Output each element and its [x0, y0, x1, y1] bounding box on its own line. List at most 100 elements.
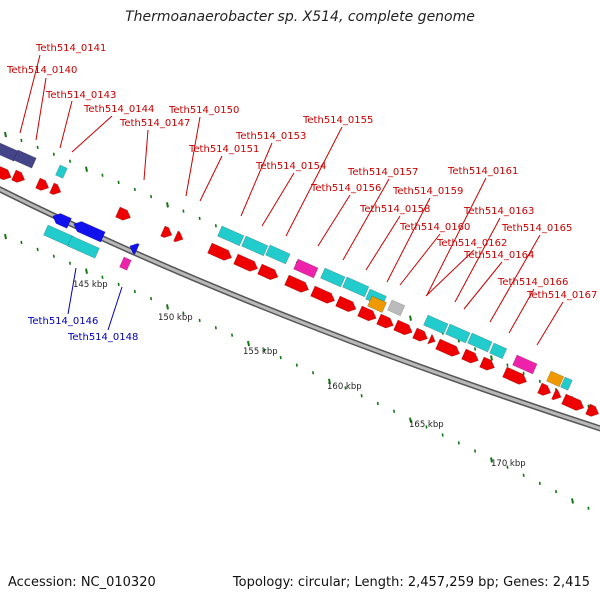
gene-block	[293, 258, 319, 279]
ruler-tick	[150, 297, 153, 301]
ruler-tick	[457, 441, 460, 445]
ruler-label-145: 145 kbp	[73, 280, 108, 290]
ruler-tick	[69, 159, 72, 163]
ruler-label-155: 155 kbp	[243, 347, 278, 357]
ruler-tick	[231, 333, 234, 337]
gene-arrow-plus	[233, 253, 259, 272]
gene-block	[320, 267, 346, 288]
ruler-tick	[522, 473, 525, 477]
ruler-label-150: 150 kbp	[158, 313, 193, 323]
gene-arrow-plus	[11, 169, 26, 183]
gene-label[interactable]: Teth514_0141	[35, 43, 106, 54]
ruler-tick	[474, 347, 477, 351]
gene-label[interactable]: Teth514_0157	[347, 167, 418, 178]
gene-label[interactable]: Teth514_0164	[463, 250, 534, 261]
leader-line	[67, 267, 77, 315]
gene-labels-plus: Teth514_0141 Teth514_0140 Teth514_0143 T…	[6, 43, 597, 301]
leader-line	[261, 172, 295, 227]
gene-label[interactable]: Teth514_0143	[45, 90, 116, 101]
ruler-tick	[425, 425, 428, 429]
gene-label[interactable]: Teth514_0161	[447, 166, 518, 177]
gene-block	[13, 149, 37, 169]
gene-label[interactable]: Teth514_0153	[235, 131, 306, 142]
leader-line	[489, 234, 541, 323]
gene-arrow-plus	[551, 388, 562, 401]
gene-arrow-plus	[0, 164, 12, 181]
ruler-tick	[214, 326, 217, 330]
gene-label[interactable]: Teth514_0156	[310, 183, 381, 194]
gene-label[interactable]: Teth514_0140	[6, 65, 77, 76]
gene-label[interactable]: Teth514_0146	[27, 316, 98, 327]
gene-label[interactable]: Teth514_0147	[119, 118, 190, 129]
leader-line	[285, 126, 343, 237]
gene-arrow-plus	[115, 206, 131, 221]
gene-label[interactable]: Teth514_0166	[497, 277, 568, 288]
ruler-tick	[328, 378, 331, 385]
gene-block	[387, 299, 406, 317]
leader-line	[59, 100, 73, 149]
gene-label[interactable]: Teth514_0162	[436, 238, 507, 249]
ruler-tick	[376, 401, 379, 406]
gene-label[interactable]: Teth514_0159	[392, 186, 463, 197]
ruler-tick	[101, 173, 104, 177]
gene-label[interactable]: Teth514_0165	[501, 223, 572, 234]
gene-block	[546, 370, 565, 388]
gene-label[interactable]: Teth514_0144	[83, 104, 154, 115]
gene-arrow-plus	[310, 285, 336, 304]
gene-arrow-plus	[435, 338, 461, 357]
ruler-tick	[295, 363, 298, 367]
gene-arrow-plus	[160, 225, 173, 238]
gene-label[interactable]: Teth514_0154	[255, 161, 326, 172]
gene-block	[342, 276, 370, 298]
leader-line	[426, 177, 487, 296]
gene-label[interactable]: Teth514_0148	[67, 332, 138, 343]
gene-block	[445, 323, 471, 344]
gene-block	[119, 256, 132, 271]
gene-label[interactable]: Teth514_0151	[188, 144, 259, 155]
ruler-tick	[117, 180, 120, 184]
ruler-tick	[133, 187, 136, 192]
leader-line	[317, 194, 351, 247]
ruler-tick	[198, 318, 201, 323]
ruler-tick	[506, 465, 509, 469]
ruler-tick	[36, 247, 39, 251]
leader-line	[386, 197, 431, 283]
gene-label[interactable]: Teth514_0167	[526, 290, 597, 301]
ruler-tick	[409, 315, 412, 321]
gene-block	[512, 354, 538, 375]
ruler-tick	[198, 216, 201, 221]
gene-label[interactable]: Teth514_0150	[168, 105, 239, 116]
ruler-tick	[587, 506, 590, 510]
map-title: Thermoanaerobacter sp. X514, complete ge…	[125, 9, 475, 25]
leader-line	[185, 116, 201, 197]
gene-arrow-plus	[284, 274, 310, 293]
gene-block	[55, 164, 68, 179]
gene-block	[489, 342, 508, 360]
label-leader-lines	[19, 54, 564, 346]
gene-arrow-plus	[426, 333, 436, 345]
ruler-tick	[182, 209, 185, 213]
ruler-tick	[52, 152, 55, 156]
ruler-tick	[555, 490, 558, 494]
gene-arrow-plus	[502, 366, 528, 385]
gene-arrow-minus	[73, 221, 106, 243]
gene-block	[265, 244, 291, 265]
ruler-tick	[490, 457, 493, 463]
ruler-tick	[52, 254, 55, 258]
gene-label[interactable]: Teth514_0158	[359, 204, 430, 215]
ruler-label-170: 170 kbp	[491, 459, 526, 469]
genome-summary-text: Topology: circular; Length: 2,457,259 bp…	[232, 575, 590, 590]
ruler-tick	[522, 371, 525, 375]
leader-line	[425, 249, 475, 297]
gene-arrow-plus	[35, 177, 50, 191]
ruler-tick	[571, 498, 574, 504]
gene-label[interactable]: Teth514_0163	[463, 206, 534, 217]
ruler-tick	[150, 195, 153, 199]
gene-label[interactable]: Teth514_0160	[399, 222, 470, 233]
ruler-tick	[409, 417, 412, 423]
gene-label[interactable]: Teth514_0155	[302, 115, 373, 126]
ruler-tick	[312, 371, 315, 375]
gene-labels-minus: Teth514_0146 Teth514_0148	[27, 316, 138, 343]
